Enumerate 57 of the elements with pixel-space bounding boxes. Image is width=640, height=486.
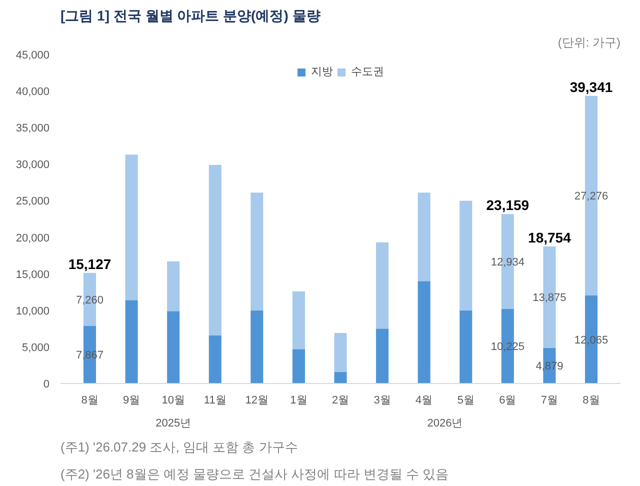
x-tick-label: 8월 [81,394,98,406]
data-label: 27,276 [574,190,608,203]
y-tick-label: 45,000 [16,50,50,62]
y-tick-label: 35,000 [16,122,50,135]
bar [418,192,430,282]
text: (주1) '26.07.29 조사, 임대 포함 총 가구수 [60,440,298,454]
data-label: 13,875 [532,292,566,304]
chart-title: [그림 1] 전국 월별 아파트 분양(예정) 물량 [60,8,320,24]
bar [292,349,305,384]
bar [376,242,389,329]
data-label: 7,260 [76,294,104,306]
bar [460,200,472,310]
y-tick-label: 15,000 [16,268,50,281]
x-tick-label: 6월 [499,394,516,406]
bar [250,192,264,310]
y-tick-label: 0 [43,378,50,390]
legend-label: 지방 [311,65,333,79]
x-tick-label: 3월 [374,394,391,406]
x-tick-label: 2월 [332,394,350,406]
bar [125,154,138,300]
total-label: 18,754 [528,229,572,246]
x-tick-label: 1월 [290,394,308,406]
x-tick-label: 10월 [162,394,185,406]
bar [250,310,264,384]
text: (주2) '26년 8월은 예정 물량으로 건설사 사정에 따라 변경될 수 있음 [60,466,449,482]
y-tick-label: 25,000 [16,196,50,208]
chart-subtitle: (단위: 가구) [558,36,621,50]
bar [167,311,180,384]
data-label: 12,934 [490,256,524,268]
y-tick-label: 30,000 [16,159,50,172]
total-label: 15,127 [68,256,112,272]
bar [334,372,347,384]
text: 2025년 [156,418,192,430]
text: 2026년 [427,418,463,430]
bar [167,261,180,312]
total-label: 23,159 [486,197,530,214]
bar [292,291,305,350]
bar [418,281,430,384]
y-tick-label: 40,000 [16,86,50,98]
x-tick-label: 11월 [204,394,226,406]
bar [125,300,138,384]
x-tick-label: 4월 [416,394,433,406]
bar [208,164,222,336]
bar [376,328,389,384]
bar [460,310,472,384]
x-tick-label: 7월 [540,394,558,406]
y-tick-label: 20,000 [16,232,50,244]
total-label: 39,341 [570,78,613,95]
x-tick-label: 5월 [457,394,474,406]
x-tick-label: 8월 [582,394,600,406]
y-tick-label: 10,000 [16,305,50,318]
bar [208,335,222,384]
x-tick-label: 12월 [245,394,269,406]
y-tick-label: 5,000 [22,342,50,354]
bar [334,333,347,372]
x-tick-label: 9월 [122,394,140,406]
legend-label: 수도권 [351,65,384,79]
